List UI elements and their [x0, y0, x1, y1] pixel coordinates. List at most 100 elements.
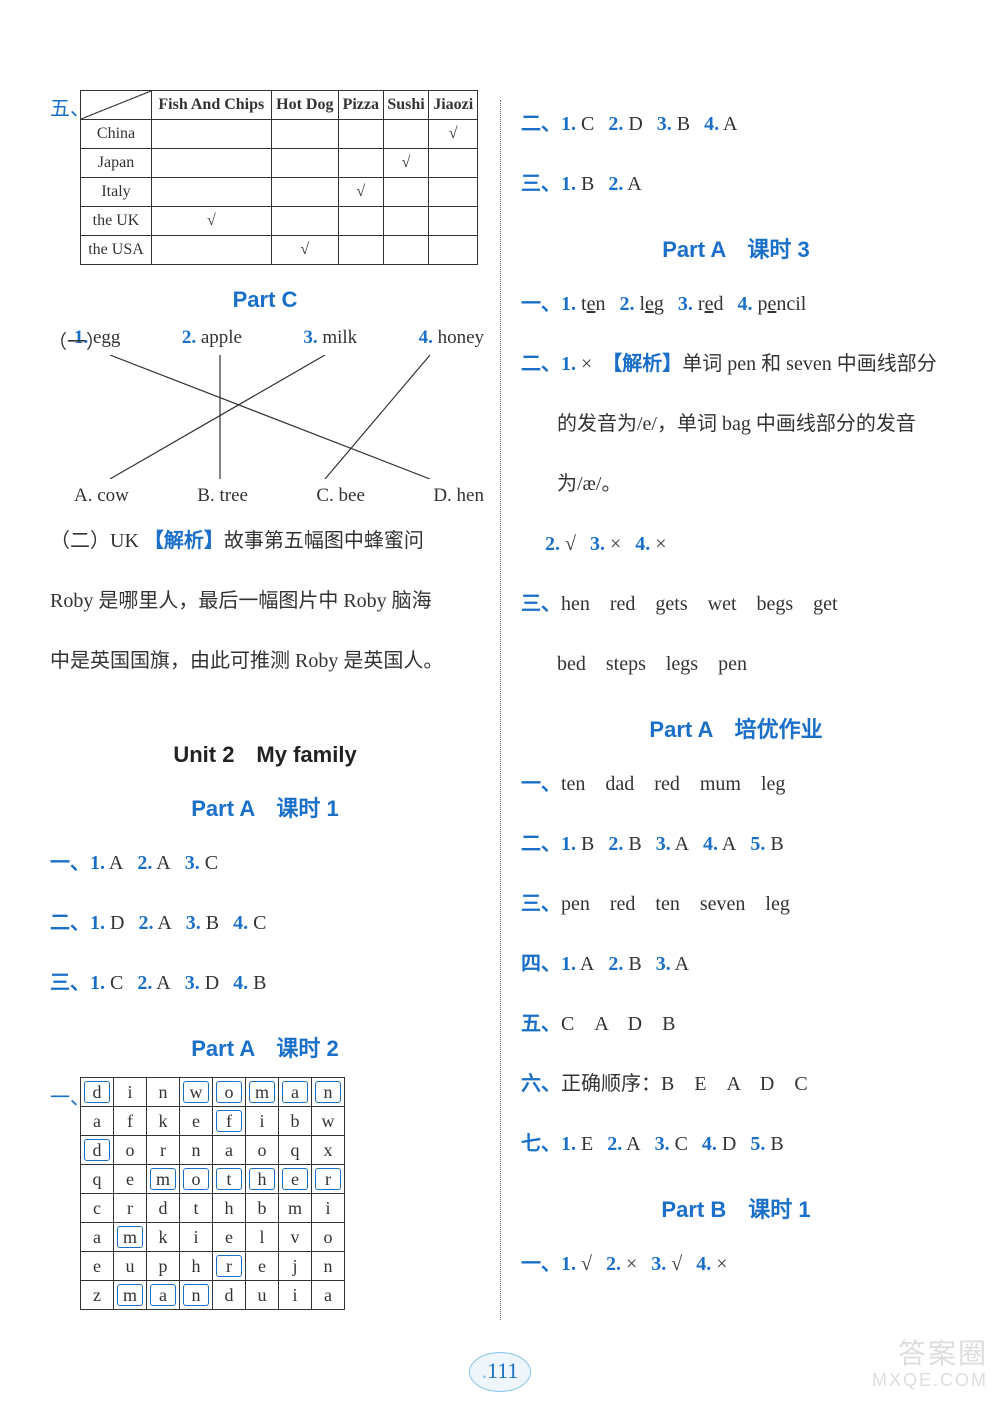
p3-2-1v: × — [581, 353, 592, 375]
p3-2-line3: 为/æ/。 — [521, 458, 951, 510]
food-cell — [271, 149, 338, 178]
sec-three: 三、 — [50, 972, 90, 994]
adv-row2: 二、1. B2. B3. A4. A5. B — [521, 818, 951, 870]
p3-3-line1: hen red gets wet begs get — [561, 593, 838, 615]
food-col-1: Fish And Chips — [152, 91, 272, 120]
answer-item: 2. √ — [545, 518, 576, 570]
a1-row1: 一、1. A2. A3. C — [50, 837, 480, 889]
grid-cell: i — [246, 1107, 279, 1136]
grid-cell: a — [312, 1281, 345, 1310]
part-a-lesson2-heading: Part A 课时 2 — [50, 1031, 480, 1063]
answer-item: 4. A — [704, 98, 737, 150]
grid-cell: o — [180, 1165, 213, 1194]
grid-cell: l — [246, 1223, 279, 1252]
grid-cell: e — [180, 1107, 213, 1136]
grid-cell: k — [147, 1107, 180, 1136]
answer-item: 1. ten — [561, 278, 605, 330]
sec-one-adv: 一、 — [521, 773, 561, 795]
food-cell — [383, 207, 429, 236]
p3-row3-l1: 三、hen red gets wet begs get — [521, 578, 951, 630]
r-row2: 二、1. C2. D3. B4. A — [521, 98, 951, 150]
answer-item: 3. A — [656, 938, 689, 990]
answer-item: 2. A — [137, 837, 170, 889]
r-row3: 三、1. B2. A — [521, 158, 951, 210]
food-cell — [338, 207, 383, 236]
grid-cell: r — [114, 1194, 147, 1223]
page: 五、 Fish And Chips Hot Dog Pizza Sushi Ji… — [0, 0, 1000, 1360]
sec-one: 一、 — [50, 852, 90, 874]
grid-cell: m — [114, 1223, 147, 1252]
food-cell — [152, 178, 272, 207]
food-cell: √ — [429, 120, 478, 149]
part-a-lesson1-heading: Part A 课时 1 — [50, 791, 480, 823]
answer-item: 2. A — [138, 897, 171, 949]
match-bot-item: D. hen — [433, 485, 484, 507]
grid-cell: n — [312, 1078, 345, 1107]
food-cell — [271, 207, 338, 236]
answer-item: 2. leg — [619, 278, 663, 330]
food-cell — [271, 178, 338, 207]
match-top-item: 4. honey — [419, 327, 484, 349]
answer-item: 5. B — [750, 1118, 783, 1170]
a1-row3: 三、1. C2. A3. D4. B — [50, 957, 480, 1009]
grid-cell: w — [312, 1107, 345, 1136]
answer-item: 4. D — [702, 1118, 736, 1170]
grid-cell: r — [147, 1136, 180, 1165]
adv-row5: 五、C A D B — [521, 998, 951, 1050]
answer-item: 1. C — [561, 98, 594, 150]
grid-cell: p — [147, 1252, 180, 1281]
sec-three-adv: 三、 — [521, 893, 561, 915]
grid-cell: q — [81, 1165, 114, 1194]
grid-cell: f — [114, 1107, 147, 1136]
answer-item: 3. √ — [651, 1238, 682, 1290]
grid-cell: a — [81, 1223, 114, 1252]
explain-2: （二）UK 【解析】故事第五幅图中蜂蜜问 — [50, 515, 480, 567]
food-row-label: Japan — [81, 149, 152, 178]
food-cell — [338, 236, 383, 265]
answer-item: 4. B — [233, 957, 266, 1009]
p3-row1: 一、1. ten2. leg3. red4. pencil — [521, 278, 951, 330]
answer-item: 3. D — [185, 957, 219, 1009]
food-col-3: Pizza — [338, 91, 383, 120]
grid-cell: i — [312, 1194, 345, 1223]
food-table: Fish And Chips Hot Dog Pizza Sushi Jiaoz… — [80, 90, 478, 265]
grid-cell: o — [246, 1136, 279, 1165]
answer-item: 1. √ — [561, 1238, 592, 1290]
adv-row4: 四、1. A2. B3. A — [521, 938, 951, 990]
grid-cell: e — [213, 1223, 246, 1252]
grid-cell: v — [279, 1223, 312, 1252]
answer-item: 4. A — [703, 818, 736, 870]
grid-cell: e — [81, 1252, 114, 1281]
grid-cell: o — [213, 1078, 246, 1107]
grid-cell: u — [114, 1252, 147, 1281]
match-bot-item: C. bee — [316, 485, 365, 507]
part-a-adv-heading: Part A 培优作业 — [521, 712, 951, 744]
grid-cell: e — [114, 1165, 147, 1194]
answer-item: 2. A — [607, 1118, 640, 1170]
explain-2-t1: 故事第五幅图中蜂蜜问 — [224, 530, 424, 552]
unit-2-heading: Unit 2 My family — [50, 737, 480, 769]
answer-item: 3. × — [590, 518, 621, 570]
matching-exercise: （一）1. egg2. apple3. milk4. honey A. cowB… — [70, 327, 480, 507]
a1-row2: 二、1. D2. A3. B4. C — [50, 897, 480, 949]
p3-row2-l1: 二、1. × 【解析】单词 pen 和 seven 中画线部分 — [521, 338, 951, 390]
answer-item: 3. B — [657, 98, 690, 150]
adv-row7: 七、1. E2. A3. C4. D5. B — [521, 1118, 951, 1170]
answer-item: 1. A — [90, 837, 123, 889]
grid-cell: o — [312, 1223, 345, 1252]
sec-one-b1: 一、 — [521, 1253, 561, 1275]
answer-item: 2. B — [608, 938, 641, 990]
answer-item: 2. B — [608, 818, 641, 870]
grid-cell: d — [147, 1194, 180, 1223]
grid-cell: a — [81, 1107, 114, 1136]
grid-cell: r — [312, 1165, 345, 1194]
grid-cell: b — [246, 1194, 279, 1223]
food-cell: √ — [383, 149, 429, 178]
grid-cell: o — [114, 1136, 147, 1165]
food-cell — [429, 207, 478, 236]
sec-six-adv: 六、 — [521, 1073, 561, 1095]
grid-cell: t — [213, 1165, 246, 1194]
food-cell — [383, 120, 429, 149]
answer-item: 4. pencil — [737, 278, 806, 330]
explain-2-lead: （二）UK — [50, 530, 139, 552]
